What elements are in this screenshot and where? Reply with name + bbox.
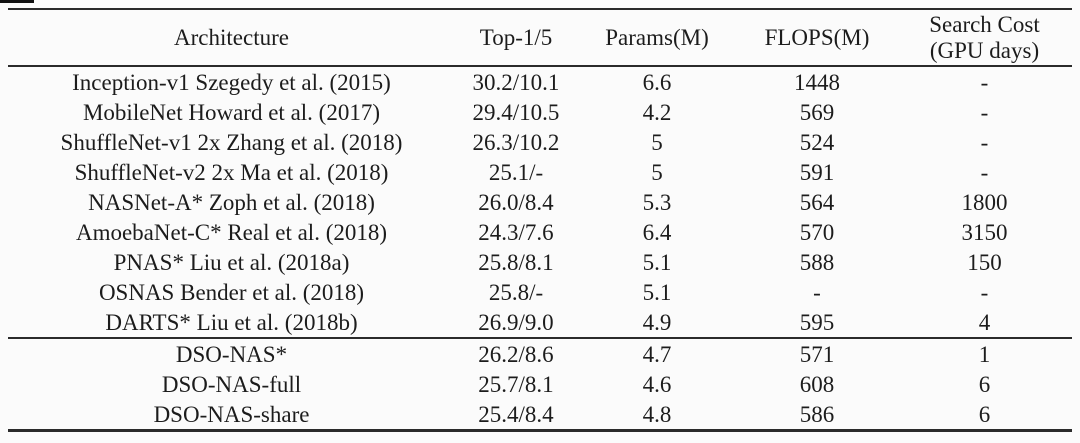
search-cost-cell: - (980, 99, 989, 125)
column-header-top15: Top-1/5 (455, 9, 577, 67)
params-cell: 5.1 (642, 249, 672, 275)
table-row: PNAS* Liu et al. (2018a) 25.8/8.1 5.1 588 15… (8, 247, 1072, 277)
architecture-cell: Inception-v1 Szegedy et al. (2015) (72, 69, 391, 95)
flops-cell: 591 (799, 159, 835, 185)
params-cell: 5 (651, 159, 663, 185)
column-header-search-cost: Search Cost (GPU days) (897, 9, 1072, 67)
architecture-cell: MobileNet Howard et al. (2017) (82, 99, 380, 125)
search-cost-cell: - (980, 129, 989, 155)
dso-nas-group: DSO-NAS* 26.2/8.6 4.7 571 1 DSO-NAS-full 25.7/… (8, 337, 1072, 431)
table-row: DARTS* Liu et al. (2018b) 26.9/9.0 4.9 595 4 (8, 307, 1072, 338)
column-header-flops: FLOPS(M) (737, 9, 897, 67)
table-header: Architecture Top-1/5 Params(M) FLOPS(M) … (8, 9, 1072, 67)
table-row: DSO-NAS-share 25.4/8.4 4.8 586 6 (8, 399, 1072, 431)
table-row: Inception-v1 Szegedy et al. (2015) 30.2/1… (8, 66, 1072, 97)
params-cell: 5 (651, 129, 663, 155)
architecture-cell: NASNet-A* Zoph et al. (2018) (88, 189, 375, 215)
params-cell: 4.8 (642, 401, 672, 427)
search-cost-line1: Search Cost (929, 11, 1040, 37)
top15-cell: 26.3/10.2 (472, 129, 560, 155)
table-row: ShuffleNet-v2 2x Ma et al. (2018) 25.1/- 5… (8, 157, 1072, 187)
search-cost-cell: 4 (978, 309, 991, 335)
top15-cell: 30.2/10.1 (472, 69, 560, 95)
column-header-params: Params(M) (577, 9, 737, 67)
architecture-cell: DSO-NAS-share (153, 401, 310, 427)
flops-cell: 608 (799, 371, 835, 397)
architecture-cell: ShuffleNet-v2 2x Ma et al. (2018) (74, 159, 389, 185)
flops-cell: 524 (799, 129, 835, 155)
params-cell: 4.2 (642, 99, 672, 125)
architecture-cell: DSO-NAS* (8, 337, 455, 369)
architecture-cell: OSNAS Bender et al. (2018) (98, 279, 365, 305)
flops-cell: 564 (799, 189, 835, 215)
search-cost-cell: 150 (967, 249, 1002, 275)
flops-cell: 595 (799, 309, 835, 335)
params-cell: 5.1 (642, 279, 672, 305)
top15-cell: 26.2/8.6 (455, 337, 577, 369)
crop-artifact-line (0, 0, 34, 3)
top15-cell: 25.1/- (488, 159, 544, 185)
top15-cell: 29.4/10.5 (472, 99, 560, 125)
params-cell: 6.6 (642, 69, 672, 95)
top15-cell: 26.9/9.0 (478, 309, 554, 335)
top15-cell: 24.3/7.6 (478, 219, 554, 245)
search-cost-cell: 1 (897, 337, 1072, 369)
table-row: ShuffleNet-v1 2x Zhang et al. (2018) 26.3… (8, 127, 1072, 157)
search-cost-cell: 3150 (961, 219, 1008, 245)
top15-cell: 25.7/8.1 (478, 371, 554, 397)
search-cost-cell: - (980, 69, 989, 95)
search-cost-cell: 1800 (961, 189, 1008, 215)
flops-cell: 586 (799, 401, 835, 427)
header-row: Architecture Top-1/5 Params(M) FLOPS(M) … (8, 9, 1072, 67)
column-header-architecture: Architecture (8, 9, 455, 67)
flops-cell: 588 (799, 249, 835, 275)
architecture-cell: ShuffleNet-v1 2x Zhang et al. (2018) (60, 129, 403, 155)
architecture-cell: DARTS* Liu et al. (2018b) (105, 309, 358, 335)
params-cell: 4.9 (642, 309, 672, 335)
architecture-cell: AmoebaNet-C* Real et al. (2018) (75, 219, 388, 245)
table-row: OSNAS Bender et al. (2018) 25.8/- 5.1 - - (8, 277, 1072, 307)
table-row: MobileNet Howard et al. (2017) 29.4/10.5 4… (8, 97, 1072, 127)
search-cost-cell: - (980, 159, 989, 185)
table-row: DSO-NAS* 26.2/8.6 4.7 571 1 (8, 337, 1072, 369)
table-row: DSO-NAS-full 25.7/8.1 4.6 608 6 (8, 369, 1072, 399)
params-cell: 5.3 (642, 189, 672, 215)
search-cost-line2: (GPU days) (929, 37, 1040, 63)
table-row: NASNet-A* Zoph et al. (2018) 26.0/8.4 5.3 5… (8, 187, 1072, 217)
flops-cell: 570 (799, 219, 835, 245)
params-cell: 4.6 (642, 371, 672, 397)
flops-cell: 571 (737, 337, 897, 369)
top15-cell: 25.4/8.4 (478, 401, 554, 427)
architecture-cell: DSO-NAS-full (161, 371, 302, 397)
flops-cell: - (813, 279, 821, 305)
baseline-methods-group: Inception-v1 Szegedy et al. (2015) 30.2/1… (8, 66, 1072, 338)
top15-cell: 25.8/- (488, 279, 544, 305)
params-cell: 6.4 (642, 219, 672, 245)
flops-cell: 1448 (794, 69, 840, 95)
top15-cell: 26.0/8.4 (478, 189, 554, 215)
architecture-cell: PNAS* Liu et al. (2018a) (113, 249, 350, 275)
search-cost-cell: 6 (978, 401, 991, 427)
params-cell: 4.7 (577, 337, 737, 369)
search-cost-cell: - (980, 279, 989, 305)
architecture-comparison-table: Architecture Top-1/5 Params(M) FLOPS(M) … (8, 8, 1072, 432)
top15-cell: 25.8/8.1 (478, 249, 554, 275)
table-row: AmoebaNet-C* Real et al. (2018) 24.3/7.6 6… (8, 217, 1072, 247)
search-cost-cell: 6 (978, 371, 991, 397)
flops-cell: 569 (799, 99, 835, 125)
